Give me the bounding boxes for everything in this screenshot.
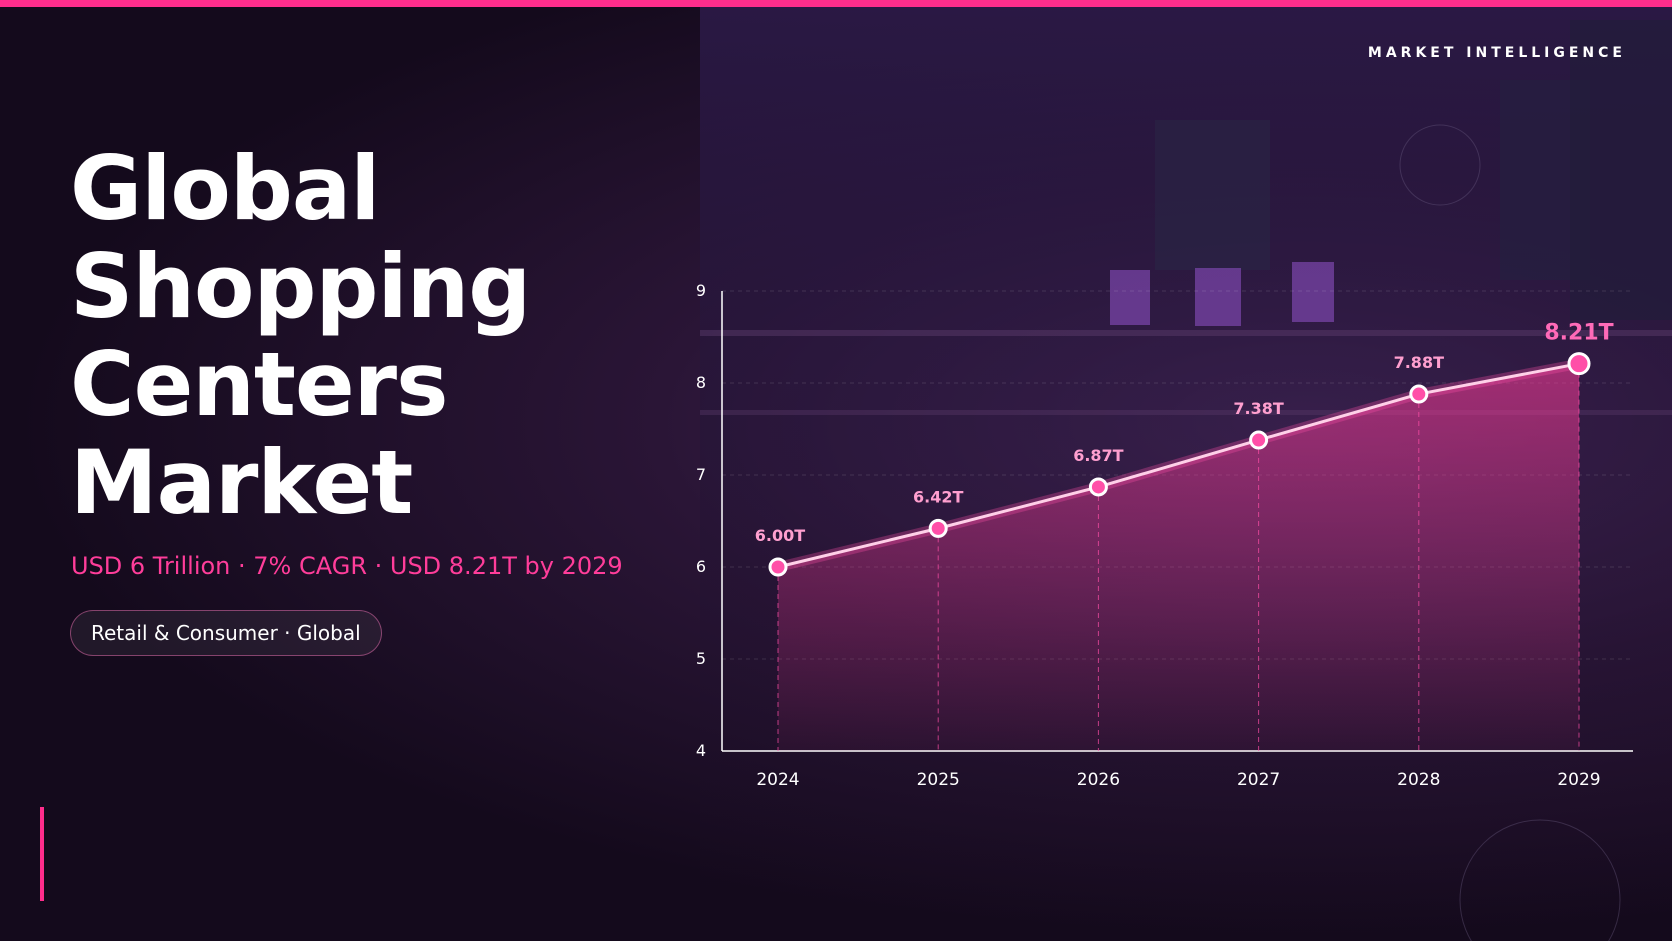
mall-floor [700, 410, 1672, 415]
subtitle: USD 6 Trillion · 7% CAGR · USD 8.21T by … [71, 552, 623, 580]
point [1088, 477, 1108, 497]
screen [1110, 270, 1150, 325]
value-label: 6.00T [755, 526, 805, 545]
x-tick-label: 2029 [1557, 770, 1600, 790]
value-label: 6.87T [1073, 446, 1123, 465]
tag: Retail & Consumer · Global [70, 610, 382, 656]
deco-ring [1459, 819, 1621, 941]
line [777, 362, 1580, 569]
point [1409, 384, 1429, 404]
area [778, 363, 1579, 751]
top-bar [0, 0, 1672, 7]
point [768, 557, 788, 577]
point [928, 518, 948, 538]
title-line: Centers [70, 333, 448, 436]
x-tick-label: 2026 [1077, 770, 1120, 790]
x-tick-label: 2024 [756, 770, 799, 790]
title-line: Global [70, 137, 380, 240]
y-tick-label: 8 [696, 373, 706, 392]
screen [1292, 262, 1334, 322]
building [1155, 120, 1270, 270]
y-tick-label: 4 [696, 741, 706, 760]
value-label: 7.88T [1394, 353, 1444, 372]
x-tick-label: 2025 [917, 770, 960, 790]
title-line: Shopping [70, 235, 531, 338]
screen [1195, 268, 1241, 326]
eyebrow: MARKET INTELLIGENCE [1367, 45, 1626, 61]
title: Global Shopping Centers Market [70, 137, 531, 534]
y-tick-label: 6 [696, 557, 706, 576]
point [1567, 352, 1591, 376]
title-line: Market [70, 431, 413, 534]
y-tick-label: 9 [696, 281, 706, 300]
value-label: 6.42T [913, 487, 963, 506]
building [1570, 20, 1672, 320]
value-label: 8.21T [1544, 321, 1613, 346]
value-label: 7.38T [1233, 399, 1283, 418]
accent-bar [40, 807, 44, 901]
y-tick-label: 5 [696, 649, 706, 668]
x-tick-label: 2028 [1397, 770, 1440, 790]
y-tick-label: 7 [696, 465, 706, 484]
mall-floor [700, 330, 1672, 336]
x-tick-label: 2027 [1237, 770, 1280, 790]
deco-ring [1399, 124, 1481, 206]
point [1249, 430, 1269, 450]
